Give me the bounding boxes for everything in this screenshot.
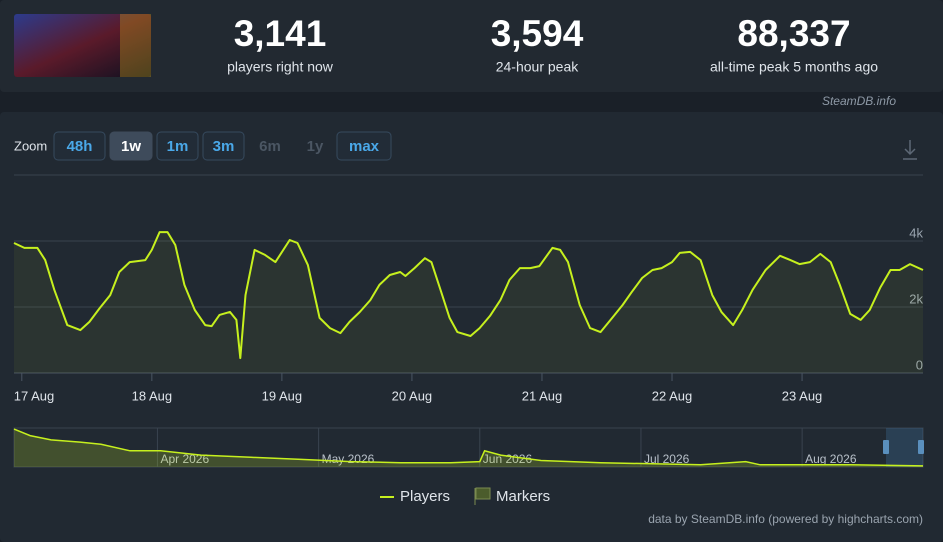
legend-flag	[474, 487, 491, 505]
navigator-tick-label: Jul 2026	[644, 452, 690, 466]
zoom-button-label[interactable]: 1m	[167, 138, 189, 155]
navigator-tick-label: Apr 2026	[160, 452, 209, 466]
navigator-tick-label: Jun 2026	[483, 452, 533, 466]
zoom-button-label[interactable]: 3m	[213, 138, 235, 155]
stat-label: players right now	[227, 59, 334, 75]
stat-value: 88,337	[737, 13, 850, 54]
download-button[interactable]	[903, 140, 917, 160]
zoom-button-label: 6m	[259, 138, 281, 155]
zoom-button[interactable]	[53, 131, 106, 161]
navigator-handle[interactable]	[883, 440, 889, 454]
zoom-button[interactable]	[202, 131, 245, 161]
zoom-button[interactable]	[336, 131, 392, 161]
stats-card	[0, 0, 943, 92]
x-tick-label: 17 Aug	[14, 388, 55, 403]
zoom-button-label[interactable]: max	[349, 138, 380, 155]
zoom-label: Zoom	[14, 138, 47, 153]
source-watermark: SteamDB.info	[822, 94, 896, 108]
zoom-button-label[interactable]: 48h	[67, 138, 93, 155]
x-tick-label: 18 Aug	[132, 388, 173, 403]
x-tick-label: 23 Aug	[782, 388, 823, 403]
x-tick-label: 22 Aug	[652, 388, 693, 403]
navigator-line	[13, 428, 924, 467]
stat-label: 24-hour peak	[496, 59, 580, 75]
navigator-window[interactable]	[886, 428, 923, 467]
legend-markers[interactable]	[474, 487, 491, 505]
chart-card	[0, 112, 943, 542]
zoom-button-label: 1y	[307, 138, 324, 155]
thumbnail-accent	[120, 14, 151, 77]
navigator-handle[interactable]	[918, 440, 924, 454]
y-tick-label: 2k	[909, 291, 923, 306]
credit: data by SteamDB.info (powered by highcha…	[648, 512, 923, 526]
line	[13, 231, 924, 360]
stat-label: all-time peak 5 months ago	[710, 59, 878, 75]
x-tick-label: 19 Aug	[262, 388, 303, 403]
x-tick-label: 20 Aug	[392, 388, 433, 403]
area	[14, 232, 923, 373]
x-tick-label: 21 Aug	[522, 388, 563, 403]
navigator-tick-label: May 2026	[322, 452, 375, 466]
y-tick-label: 4k	[909, 225, 923, 240]
navigator-tick-label: Aug 2026	[805, 452, 857, 466]
legend-label[interactable]: Markers	[496, 488, 550, 505]
stat-value: 3,141	[234, 13, 327, 54]
zoom-button[interactable]	[156, 131, 199, 161]
game-thumbnail	[14, 14, 151, 77]
legend-label[interactable]: Players	[400, 488, 450, 505]
y-tick-label: 0	[916, 357, 923, 372]
zoom-button-label[interactable]: 1w	[121, 138, 141, 155]
zoom-button[interactable]	[109, 131, 153, 161]
stat-value: 3,594	[491, 13, 584, 54]
